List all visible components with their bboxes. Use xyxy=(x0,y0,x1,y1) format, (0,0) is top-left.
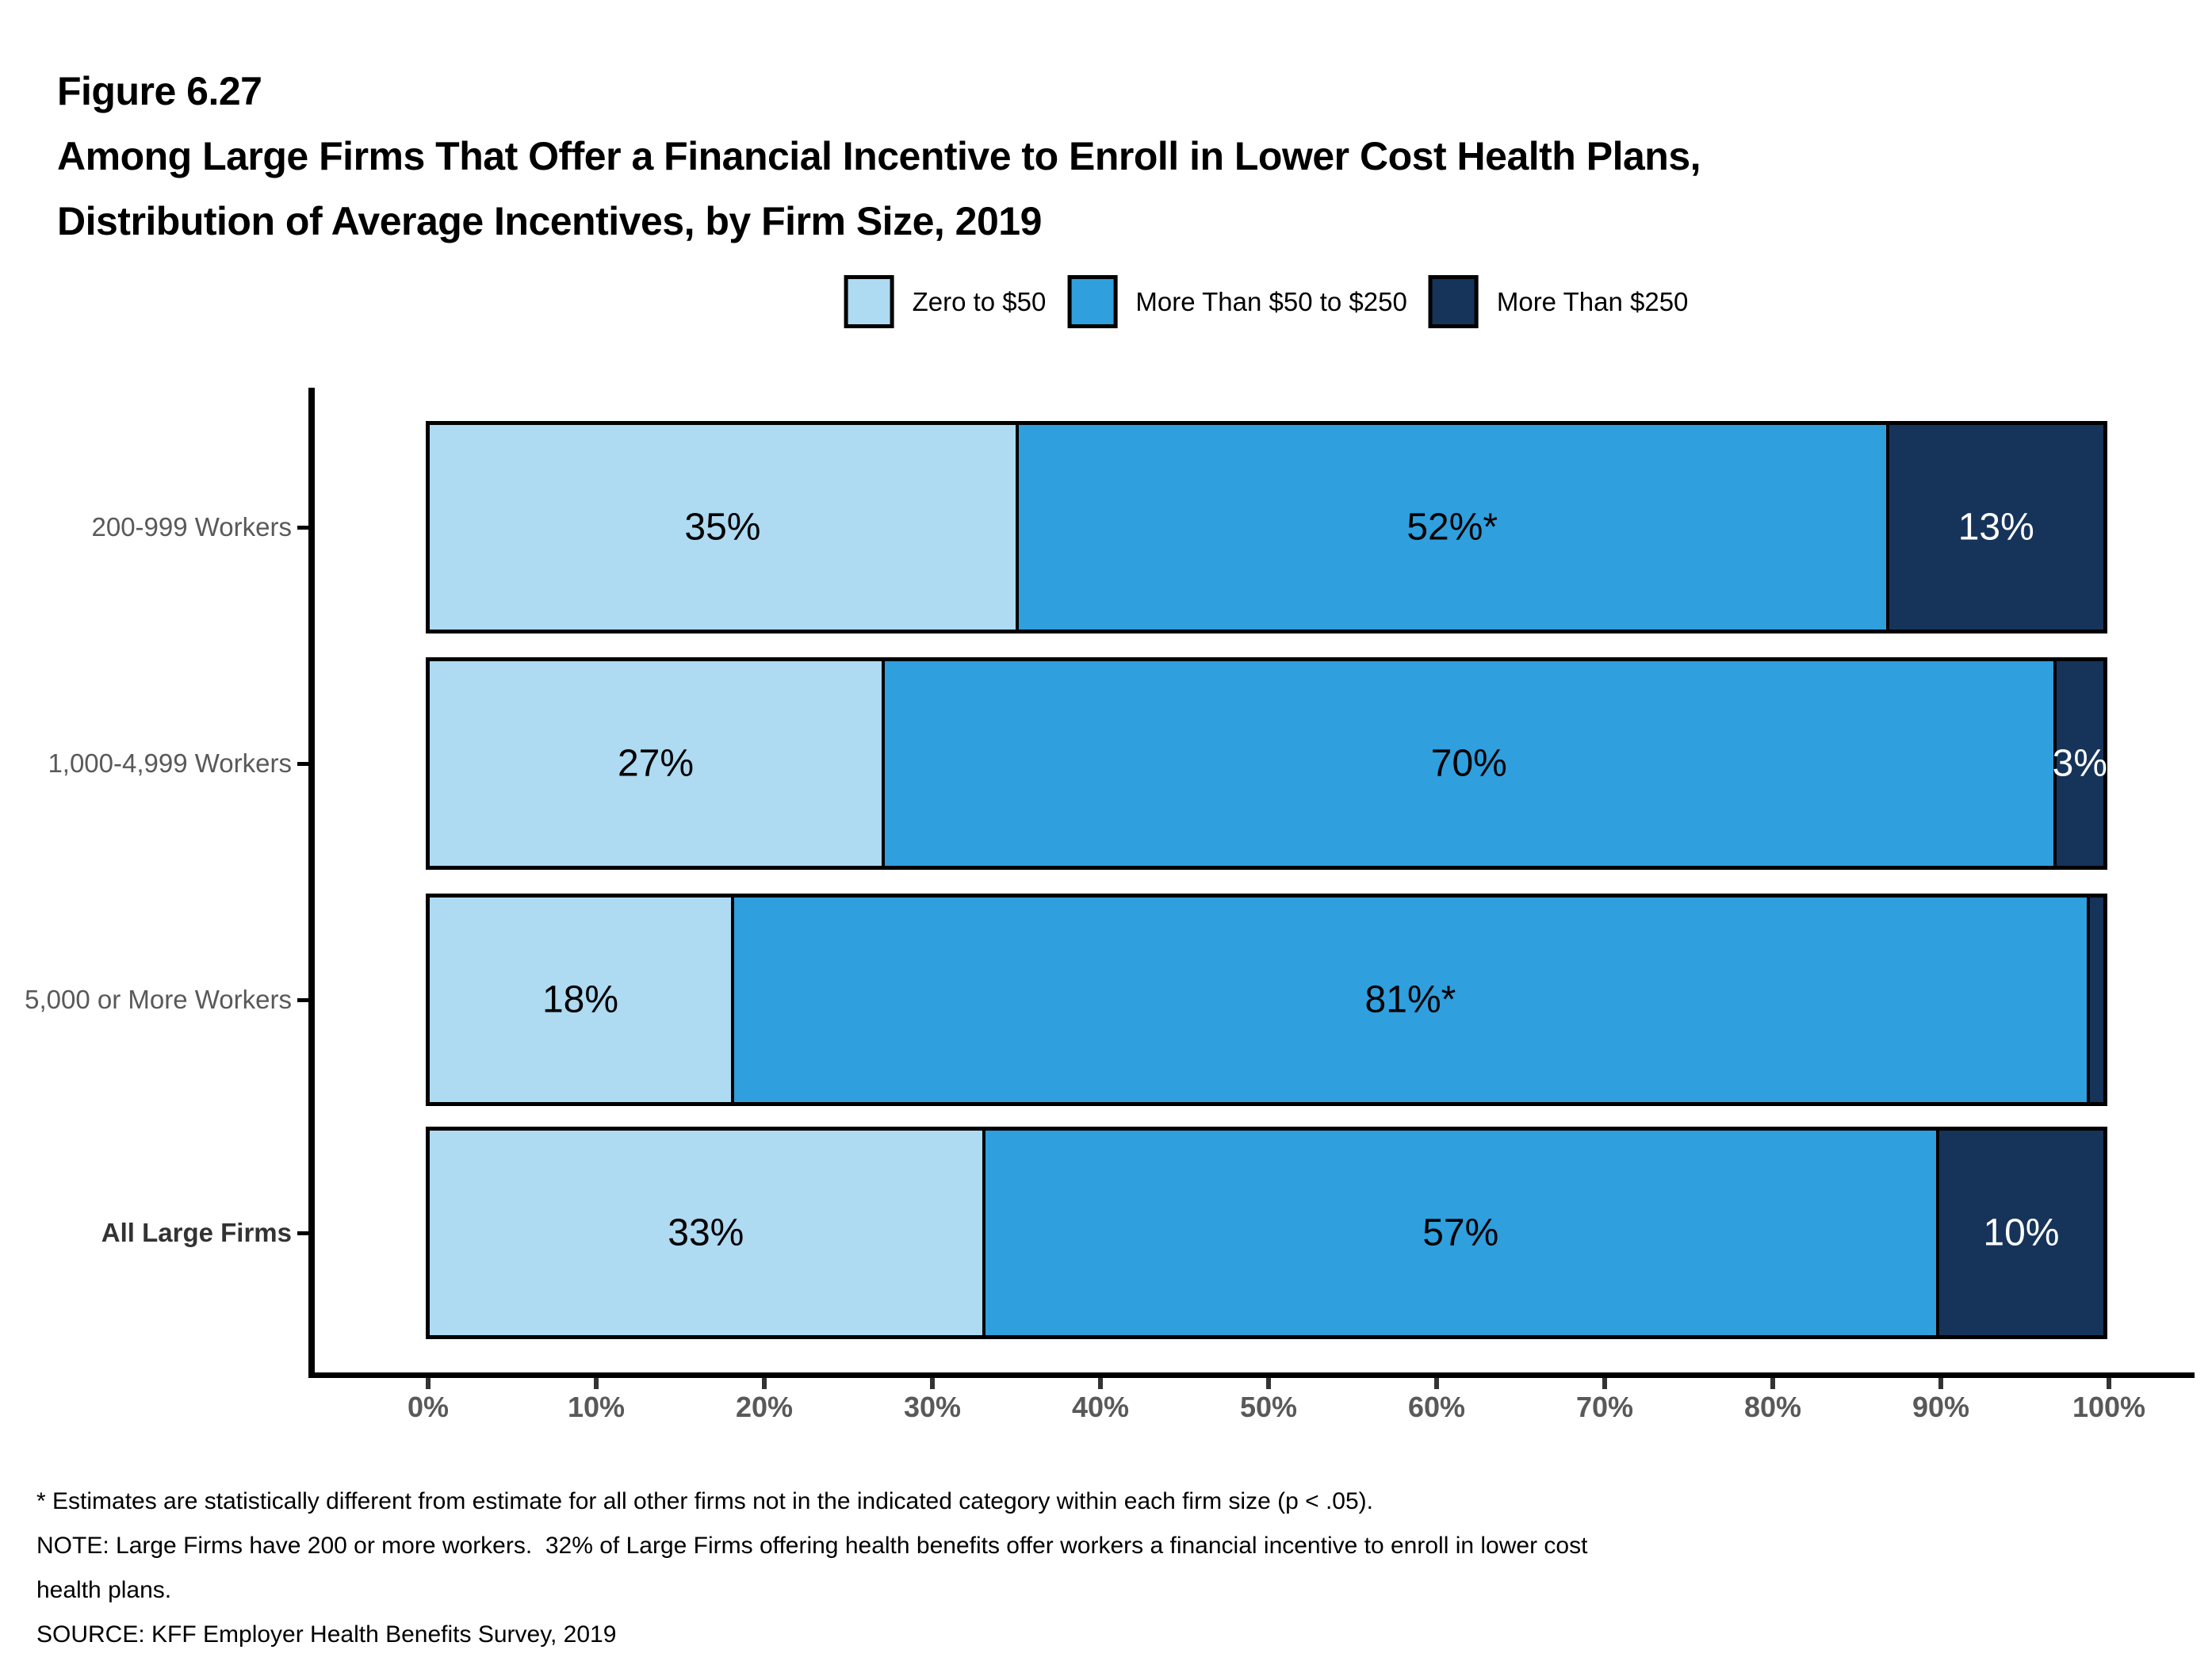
x-axis-tick xyxy=(594,1378,599,1389)
x-axis-tick-label: 100% xyxy=(2072,1391,2146,1423)
bar-row: 18% 81%* xyxy=(426,894,2107,1106)
y-axis-tick xyxy=(297,1231,308,1235)
y-axis-line xyxy=(308,388,315,1378)
x-axis-tick-label: 50% xyxy=(1239,1391,1298,1423)
x-axis-line xyxy=(308,1372,2195,1378)
x-axis-tick xyxy=(426,1378,431,1389)
x-axis-tick-label: 0% xyxy=(407,1391,450,1423)
legend-item: More Than $50 to $250 xyxy=(1067,275,1407,328)
bar-value-label: 57% xyxy=(1422,1211,1499,1254)
bar-segment: 57% xyxy=(982,1131,1936,1335)
category-label: All Large Firms xyxy=(101,1218,292,1247)
x-axis-tick xyxy=(1770,1378,1775,1389)
x-axis-tick xyxy=(1098,1378,1103,1389)
bar-value-label: 70% xyxy=(1430,742,1507,785)
x-axis-tick xyxy=(930,1378,935,1389)
x-axis-tick-label: 90% xyxy=(1912,1391,1970,1423)
bar-row: 27% 70% 3% xyxy=(426,657,2107,870)
x-axis-tick-label: 20% xyxy=(735,1391,794,1423)
bar-segment: 81%* xyxy=(730,898,2087,1102)
legend-item-label: More Than $250 xyxy=(1496,286,1689,316)
bar-segment: 35% xyxy=(430,425,1016,630)
asterisk-footnote: * Estimates are statistically different … xyxy=(36,1488,1373,1514)
legend-swatch-icon xyxy=(844,275,894,328)
legend: Zero to $50 More Than $50 to $250 More Tha… xyxy=(844,275,1689,328)
x-axis-tick-label: 70% xyxy=(1575,1391,1634,1423)
note-line: health plans. xyxy=(36,1577,172,1603)
bar-row: 33% 57% 10% xyxy=(426,1127,2107,1339)
bar-segment: 13% xyxy=(1885,425,2103,630)
bar-value-label: 18% xyxy=(542,978,619,1021)
bar-value-label: 10% xyxy=(1983,1211,2060,1254)
category-label: 200-999 Workers xyxy=(91,512,292,542)
footnotes: * Estimates are statistically different … xyxy=(36,1479,1587,1657)
bar-segment: 10% xyxy=(1935,1131,2103,1335)
x-axis-tick xyxy=(1602,1378,1607,1389)
x-axis-tick-label: 10% xyxy=(567,1391,626,1423)
x-axis-tick xyxy=(1434,1378,1439,1389)
legend-swatch-icon xyxy=(1428,275,1479,328)
y-axis-tick xyxy=(297,526,308,530)
bar-value-label: 81%* xyxy=(1364,978,1456,1021)
chart-title-line-1: Among Large Firms That Offer a Financial… xyxy=(57,134,1701,178)
x-axis-tick xyxy=(1938,1378,1943,1389)
bar-value-label: 27% xyxy=(617,742,695,785)
title-block: Figure 6.27 Among Large Firms That Offer… xyxy=(57,59,1701,254)
bar-value-label: 35% xyxy=(684,506,761,549)
category-label: 1,000-4,999 Workers xyxy=(48,748,292,778)
bar-segment: 18% xyxy=(430,898,731,1102)
x-axis-tick xyxy=(762,1378,767,1389)
source-line: SOURCE: KFF Employer Health Benefits Sur… xyxy=(36,1621,617,1648)
bar-value-label: 3% xyxy=(2052,742,2107,785)
legend-swatch-icon xyxy=(1067,275,1118,328)
x-axis-tick-label: 60% xyxy=(1407,1391,1466,1423)
bar-row: 35% 52%* 13% xyxy=(426,421,2107,633)
bar-segment: 27% xyxy=(430,661,882,866)
x-axis-tick-label: 40% xyxy=(1071,1391,1130,1423)
y-axis-tick xyxy=(297,762,308,766)
x-axis-tick xyxy=(2107,1378,2111,1389)
note-line: NOTE: Large Firms have 200 or more worke… xyxy=(36,1533,1588,1559)
bar-value-label: 13% xyxy=(1958,506,2034,549)
x-axis-tick-label: 80% xyxy=(1743,1391,1802,1423)
x-axis-tick xyxy=(1266,1378,1271,1389)
bar-segment: 33% xyxy=(430,1131,982,1335)
figure-label: Figure 6.27 xyxy=(57,69,262,113)
legend-item: Zero to $50 xyxy=(844,275,1047,328)
chart-title-line-2: Distribution of Average Incentives, by F… xyxy=(57,199,1042,243)
legend-item-label: More Than $50 to $250 xyxy=(1135,286,1407,316)
bar-value-label: 52%* xyxy=(1406,506,1498,549)
legend-item-label: Zero to $50 xyxy=(912,286,1047,316)
legend-item: More Than $250 xyxy=(1428,275,1689,328)
bar-value-label: 33% xyxy=(668,1211,744,1254)
x-axis-tick-label: 30% xyxy=(903,1391,962,1423)
bar-segment: 3% xyxy=(2053,661,2107,866)
bar-segment: 52%* xyxy=(1015,425,1886,630)
category-label: 5,000 or More Workers xyxy=(25,985,292,1014)
y-axis-tick xyxy=(297,998,308,1002)
bar-segment xyxy=(2086,898,2103,1102)
bar-segment: 70% xyxy=(881,661,2053,866)
